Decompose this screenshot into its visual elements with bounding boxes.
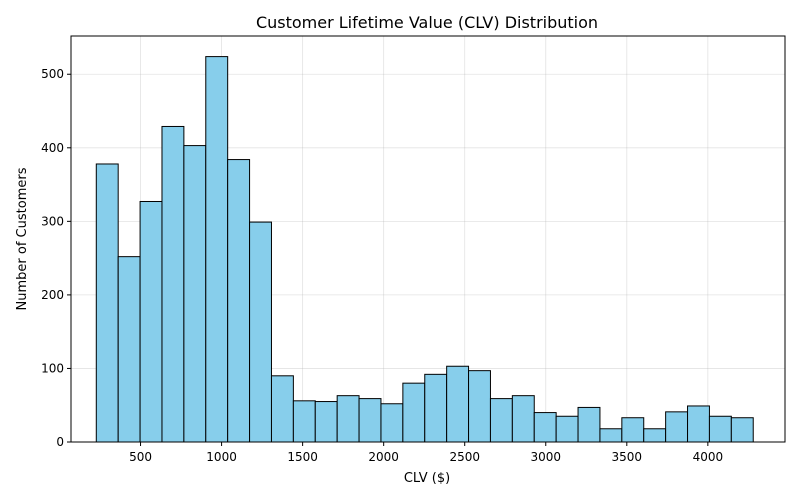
histogram-bar [621, 417, 645, 443]
y-tick-label: 400 [41, 141, 64, 155]
y-tick-label: 0 [56, 435, 64, 449]
histogram-bar [183, 145, 207, 443]
histogram-bar [577, 406, 601, 443]
y-tick-label: 500 [41, 67, 64, 81]
x-tick-label: 2500 [449, 450, 480, 464]
histogram-bar [599, 428, 623, 443]
y-axis-ticks: 0 100 200 300 400 500 [41, 67, 71, 449]
histogram-bar [117, 256, 141, 443]
x-tick-label: 1000 [206, 450, 237, 464]
histogram-bar [358, 398, 382, 443]
histogram-bar [511, 395, 535, 443]
histogram-bar [708, 415, 732, 443]
histogram-bar [402, 382, 426, 443]
histogram-bar [468, 370, 491, 443]
histogram-bar [205, 56, 229, 443]
axes-frame [70, 35, 786, 443]
x-tick-label: 1500 [287, 450, 318, 464]
histogram-bar [687, 405, 710, 443]
histogram-bar [730, 417, 754, 443]
histogram-bar [489, 398, 513, 443]
y-tick-label: 200 [41, 288, 64, 302]
histogram-bar [292, 400, 316, 443]
y-tick-label: 100 [41, 361, 64, 375]
histogram-bar [665, 411, 689, 443]
y-axis-label: Number of Customers [15, 167, 30, 310]
histogram-bar [533, 412, 557, 443]
x-tick-label: 3000 [530, 450, 561, 464]
histogram-bar [380, 403, 404, 443]
histogram-bar [270, 375, 294, 443]
x-axis-ticks: 500 1000 1500 2000 2500 3000 3500 4000 [129, 442, 723, 464]
histogram-bar [555, 415, 579, 443]
histogram-bar [336, 395, 360, 443]
histogram-bar [161, 125, 185, 443]
y-tick-label: 300 [41, 214, 64, 228]
x-tick-label: 4000 [693, 450, 724, 464]
x-tick-label: 500 [129, 450, 152, 464]
x-tick-label: 3500 [612, 450, 643, 464]
histogram-bar [643, 428, 667, 443]
histogram-bar [446, 365, 470, 443]
chart-title: Customer Lifetime Value (CLV) Distributi… [256, 13, 598, 32]
histogram-bars [95, 56, 754, 443]
histogram-bar [95, 163, 119, 443]
histogram-bar [139, 200, 163, 443]
histogram-bar [424, 373, 448, 443]
histogram-bar [249, 221, 272, 443]
x-tick-label: 2000 [368, 450, 399, 464]
histogram-bar [227, 159, 251, 443]
histogram-bar [314, 401, 338, 443]
x-axis-label: CLV ($) [404, 471, 450, 486]
